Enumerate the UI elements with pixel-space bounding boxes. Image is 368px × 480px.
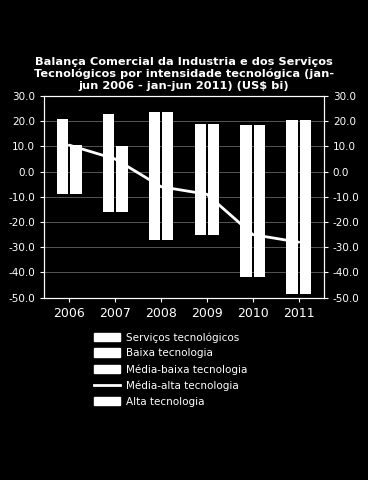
Bar: [208, 124, 219, 235]
Bar: [286, 120, 298, 294]
Bar: [70, 145, 82, 194]
Bar: [254, 125, 265, 277]
Bar: [300, 120, 311, 294]
Bar: [240, 125, 252, 277]
Title: Balança Comercial da Industria e dos Serviços
Tecnológicos por intensidade tecno: Balança Comercial da Industria e dos Ser…: [34, 57, 334, 91]
Bar: [57, 119, 68, 194]
Bar: [116, 146, 128, 212]
Bar: [162, 112, 173, 240]
Bar: [149, 112, 160, 240]
Bar: [103, 114, 114, 212]
Bar: [195, 124, 206, 235]
Legend: Serviços tecnológicos, Baixa tecnologia, Média-baixa tecnologia, Média-alta tecn: Serviços tecnológicos, Baixa tecnologia,…: [91, 329, 250, 410]
